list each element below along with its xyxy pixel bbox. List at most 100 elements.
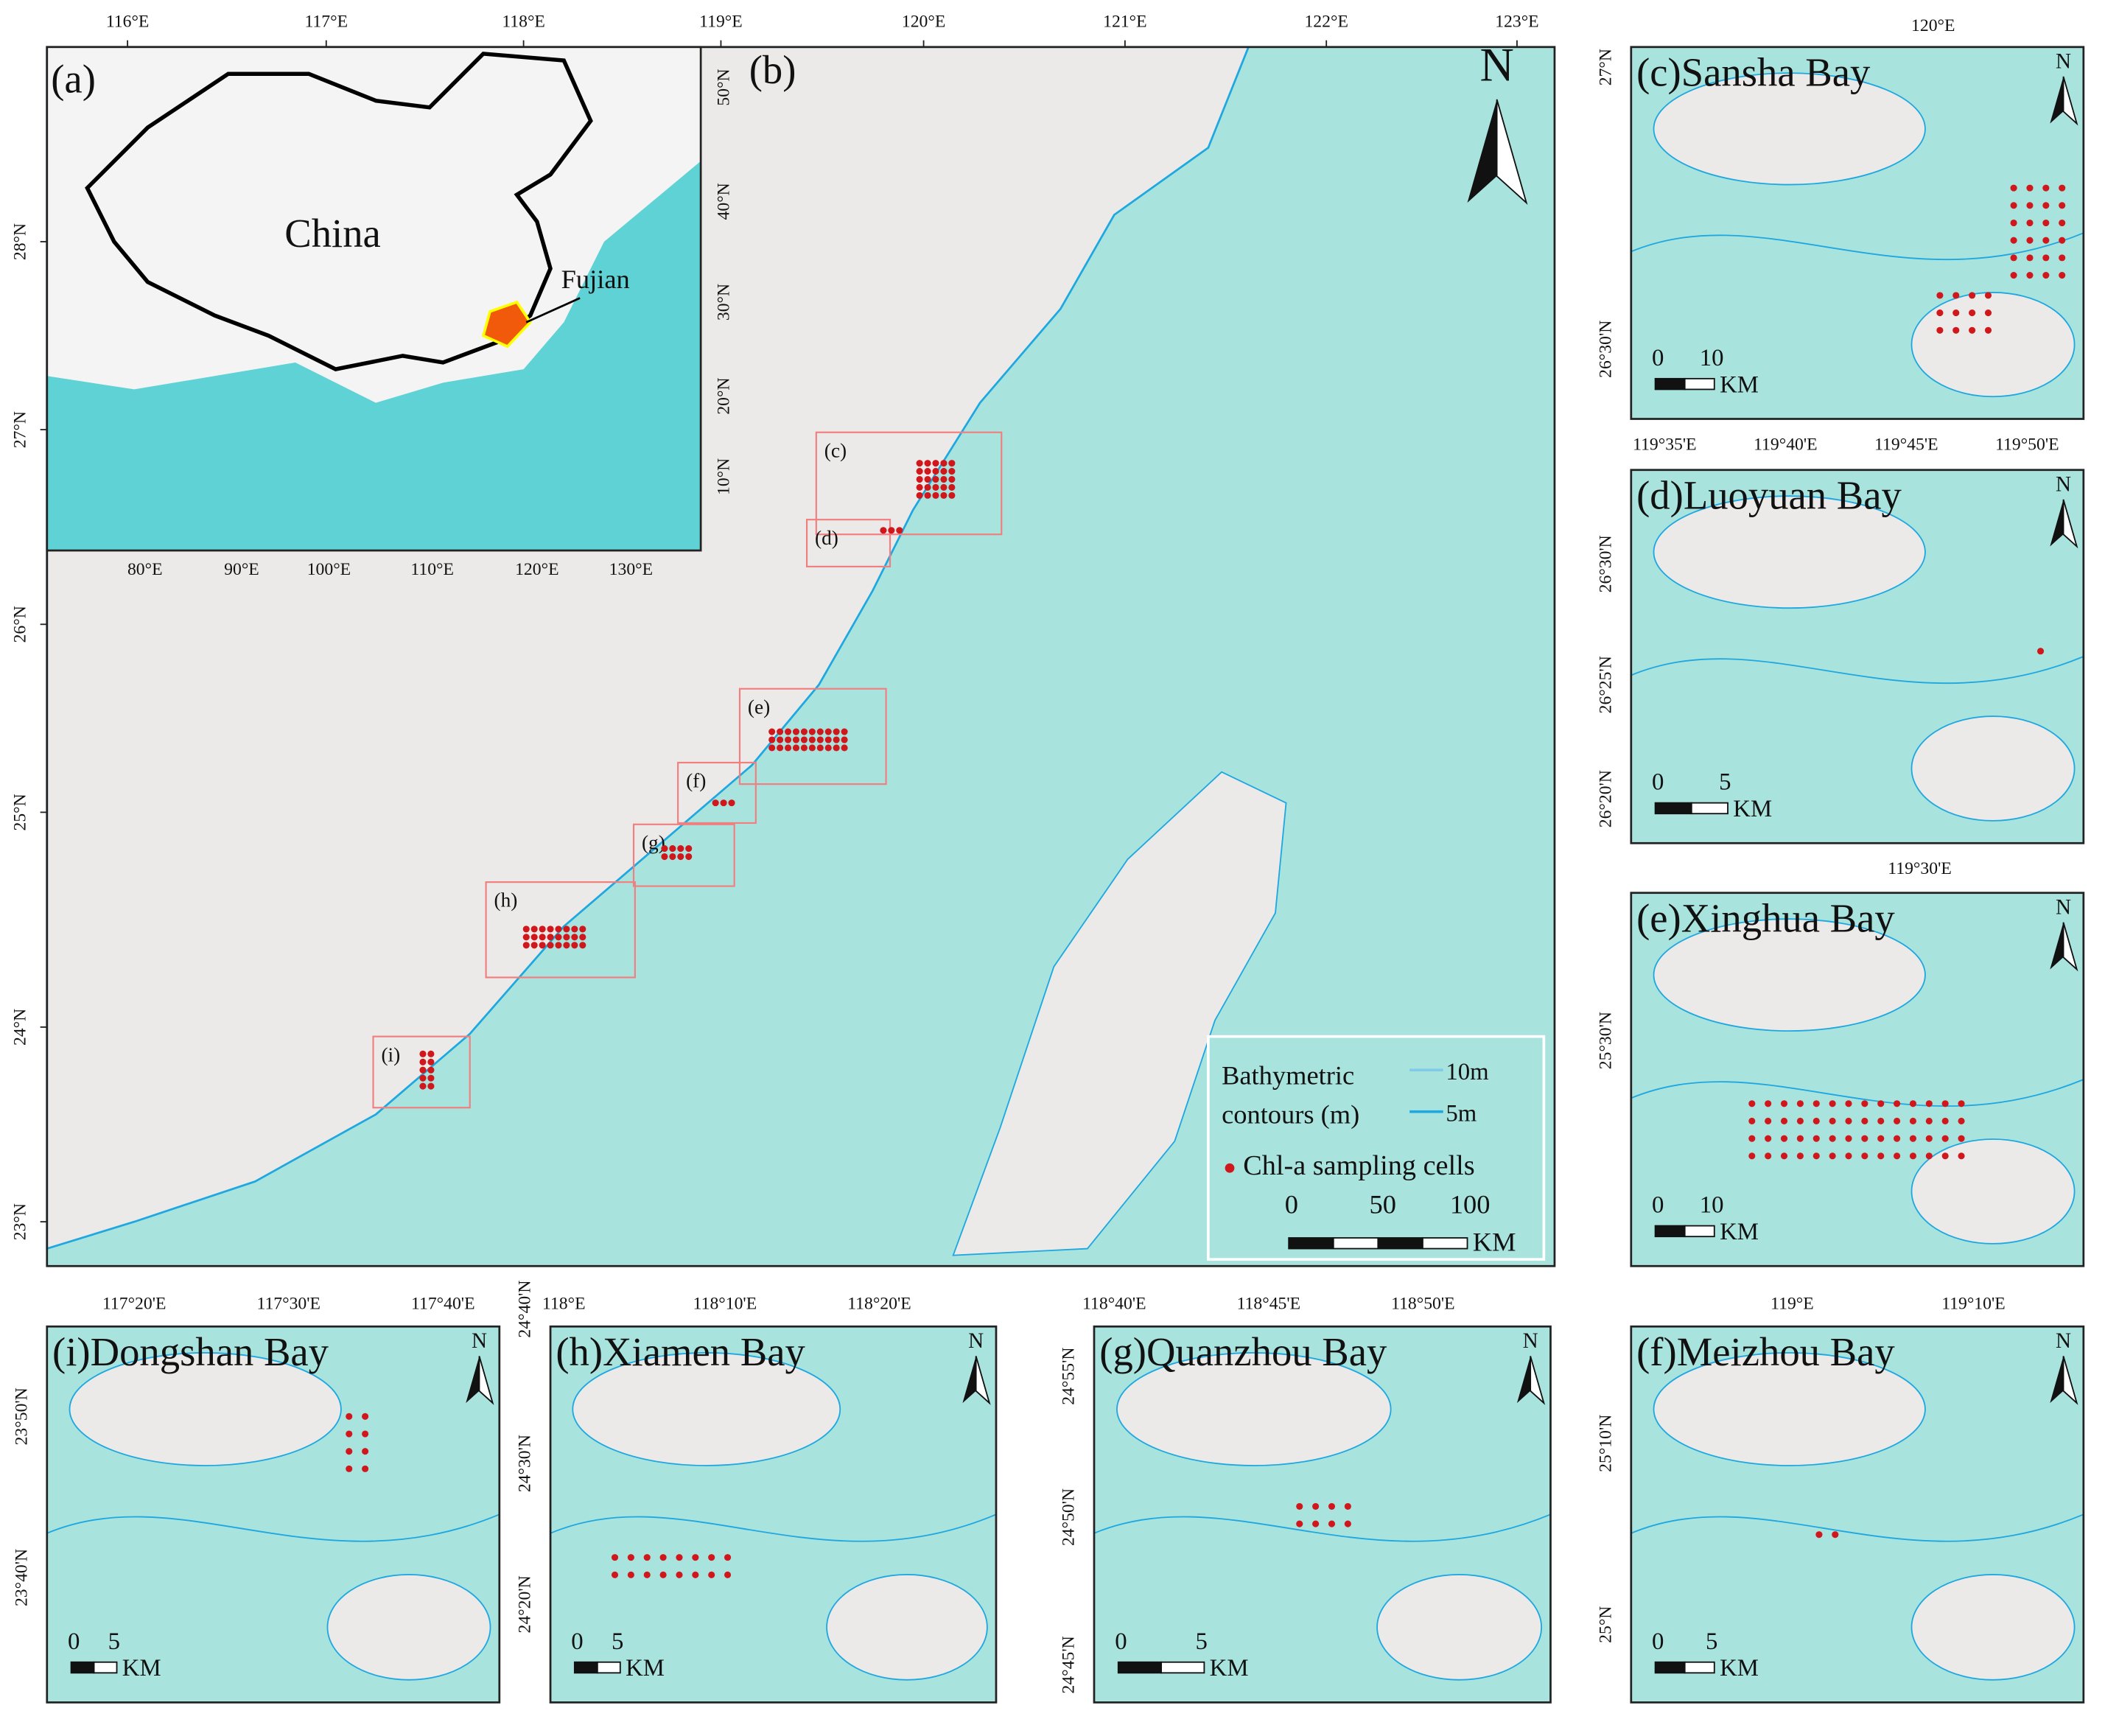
sampling-cell [816,728,824,735]
sampling-cell [419,1082,427,1090]
sampling-cell [522,942,530,949]
sampling-cell [547,934,554,941]
sampling-cell [768,744,776,752]
sampling-cell [728,799,735,807]
sampling-cell [1877,1135,1885,1142]
sampling-cell [932,468,939,475]
scale-label: 0 [68,1628,80,1655]
contour [1631,232,2084,261]
sampling-cell [1344,1520,1351,1527]
sampling-cell [940,483,948,491]
north-label: N [2056,1329,2071,1353]
frame [1630,892,2085,1267]
sampling-cell [530,925,538,933]
panel-title: (f)Meizhou Bay [1636,1329,1895,1374]
sampling-cell [555,942,562,949]
panel-land [1910,292,2076,398]
panel-land [1653,1352,1926,1466]
sampling-cell [692,1554,699,1561]
sampling-cell [1958,1117,1965,1125]
sampling-cell [784,744,792,752]
y-tick-label: 23°N [11,1203,30,1240]
sampling-cell [571,925,578,933]
scale-unit: KM [1473,1227,1516,1256]
sampling-cell [522,925,530,933]
taiwan [952,771,1287,1256]
y-tick-label: 25°30'N [1596,1012,1615,1069]
scale-unit: KM [1720,1655,1759,1681]
sampling-cell [2059,184,2066,192]
sampling-cell [1941,1100,1949,1107]
sampling-cell [841,744,848,752]
sampling-cell [708,1571,715,1578]
y-tick-label: 10°N [714,458,733,495]
x-tick-label: 118°E [542,1295,586,1314]
sampling-cell [1829,1100,1836,1107]
inset-box [738,687,887,785]
sampling-cell [1861,1152,1868,1160]
sampling-cell [1894,1117,1901,1125]
sampling-cell [720,799,727,807]
sampling-cell [1765,1117,1772,1125]
box-label: (i) [381,1043,400,1065]
sampling-cell [1861,1135,1868,1142]
sampling-cell [940,491,948,499]
sampling-cell [1812,1135,1820,1142]
y-tick-label: 24°55'N [1059,1348,1079,1405]
sampling-cell [948,460,956,467]
panel-land [1910,715,2076,822]
north-arrow [478,1356,494,1405]
sampling-cell [800,744,808,752]
north-arrow [1467,99,1497,203]
panel-land [1653,72,1926,186]
legend-box [1207,1035,1546,1261]
sampling-cell [1909,1117,1916,1125]
sampling-cell [841,728,848,735]
y-tick-label: 23°40'N [12,1549,31,1606]
scale-label: 10 [1700,1192,1724,1219]
y-tick-label: 20°N [714,377,733,414]
sampling-cell [547,942,554,949]
sampling-cell [2026,184,2034,192]
scale-unit: KM [122,1655,161,1681]
x-tick-label: 119°E [1770,1295,1814,1314]
sampling-cell [2010,202,2017,209]
box-label: (f) [686,770,706,792]
north-arrow [2062,499,2078,549]
sampling-cell [1748,1117,1756,1125]
sampling-cell [784,736,792,743]
contour [550,1513,997,1542]
sampling-cell [808,736,816,743]
scale-unit: KM [1720,1219,1759,1245]
x-tick-label: 121°E [1103,12,1146,31]
frame [1630,46,2085,420]
frame [46,46,1556,1267]
x-tick-label: 110°E [410,560,454,579]
sampling-cell [2059,237,2066,244]
x-tick-label: 116°E [106,12,150,31]
sampling-cell [792,728,800,735]
sampling-cell [784,728,792,735]
sampling-cell [808,744,816,752]
sampling-cell [1832,1531,1839,1539]
sampling-cell [916,468,923,475]
y-tick-label: 26°30'N [1596,535,1615,592]
box-label: (h) [494,889,518,911]
sampling-cell [427,1050,435,1057]
scale-label: 0 [1285,1189,1298,1219]
sampling-cell [916,491,923,499]
panel-label: (b) [749,47,796,92]
x-tick-label: 118°50'E [1391,1295,1455,1314]
sampling-cell [427,1058,435,1065]
sampling-cell [563,925,570,933]
sampling-cell [685,845,693,853]
sampling-cell [1952,292,1960,299]
scale-label: 100 [1450,1189,1491,1219]
sampling-cell [2010,272,2017,279]
scale-bar [1160,1661,1205,1674]
sampling-cell [1780,1117,1788,1125]
sampling-cell [768,736,776,743]
contour [1093,1513,1551,1542]
north-label: N [472,1329,487,1353]
sampling-cell [362,1413,369,1420]
